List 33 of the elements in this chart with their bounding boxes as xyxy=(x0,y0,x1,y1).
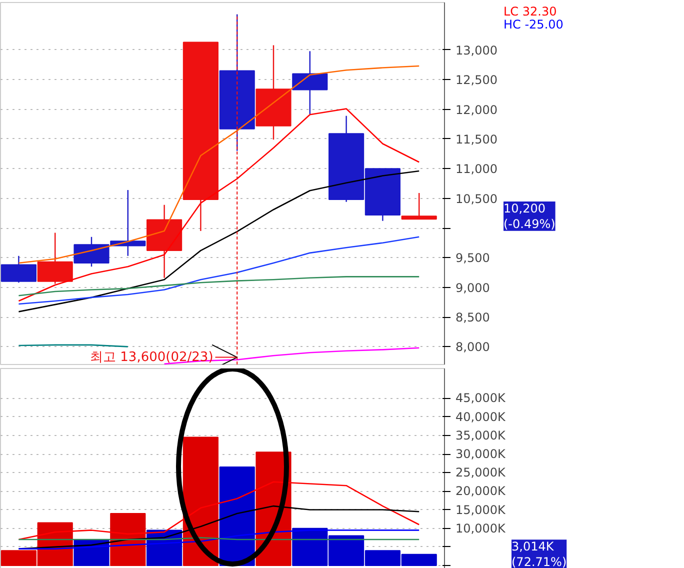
text: 3,014K (72.71%) xyxy=(512,540,567,568)
y-tick-label: 40,000K xyxy=(456,410,506,424)
candlestick xyxy=(146,204,182,278)
y-tick-label: 12,500 xyxy=(456,73,498,88)
candlestick xyxy=(292,50,328,115)
y-tick-label: 9,500 xyxy=(456,251,490,266)
text: 10,200 (-0.49%) xyxy=(504,201,556,231)
line-series xyxy=(18,108,420,302)
line-series xyxy=(18,236,420,305)
y-tick-label: 11,500 xyxy=(456,132,498,146)
line-series xyxy=(18,481,420,540)
y-tick-label: 10,500 xyxy=(456,192,498,206)
y-tick-label: 11,000 xyxy=(456,162,498,176)
y-tick-label: 12,000 xyxy=(456,102,498,117)
y-tick-label: 8,500 xyxy=(456,310,490,325)
line-series xyxy=(18,276,420,296)
bar xyxy=(110,512,146,566)
text: HC -25.00 xyxy=(504,18,564,32)
y-tick-label: 13,000 xyxy=(456,43,498,58)
candlestick xyxy=(256,44,292,140)
annotation: 최고 13,600(02/23) xyxy=(90,350,214,365)
y-tick-label: 15,000K xyxy=(456,502,506,517)
text: LC 32.30 xyxy=(504,4,557,18)
line-series xyxy=(18,170,420,312)
y-tick-label: 25,000K xyxy=(456,466,506,480)
y-tick-label: 30,000K xyxy=(456,447,506,461)
y-tick-label: 10,000K xyxy=(456,521,506,536)
y-tick-label: 35,000K xyxy=(456,428,506,442)
y-tick-label: 45,000K xyxy=(456,391,506,406)
line-series xyxy=(18,530,420,550)
y-tick-label: 8,000 xyxy=(456,340,490,354)
y-tick-label: 20,000K xyxy=(456,484,506,498)
y-tick-label: 9,000 xyxy=(456,280,490,295)
